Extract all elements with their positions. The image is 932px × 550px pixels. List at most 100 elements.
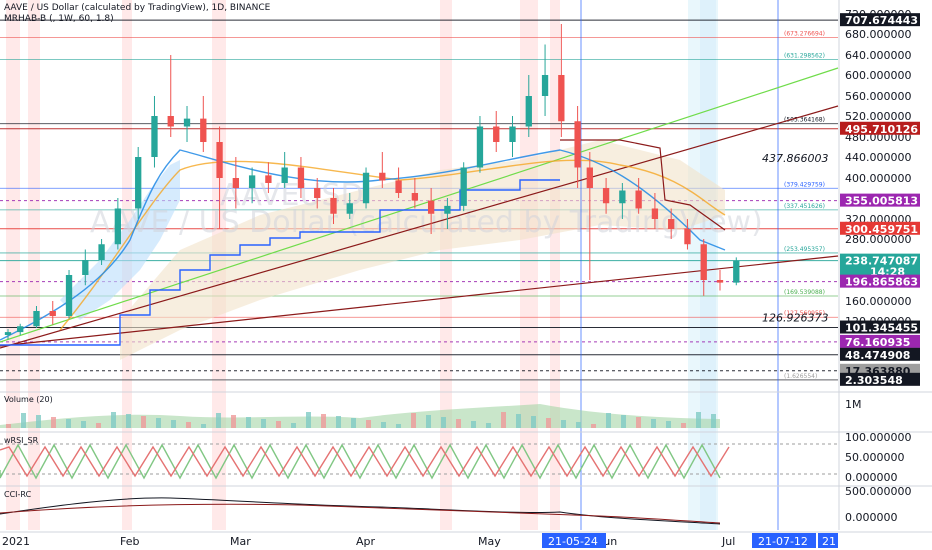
candle-body xyxy=(395,180,402,193)
price-tick-label: 440.000000 xyxy=(845,151,911,164)
volume-bar xyxy=(396,424,401,428)
price-tag xyxy=(840,121,920,135)
volume-bar xyxy=(111,412,116,428)
rsi-axis-label: 100.000000 xyxy=(845,431,911,444)
resistance-line xyxy=(560,139,726,231)
volume-bar xyxy=(126,414,131,428)
candle-body xyxy=(17,326,24,333)
volume-bar xyxy=(411,413,416,428)
candle-body xyxy=(700,244,707,280)
volume-bar xyxy=(276,421,281,428)
volume-bar xyxy=(501,412,506,428)
candle-body xyxy=(281,167,288,183)
annotation-label: 126.926373 xyxy=(762,312,828,325)
price-tag-label: 76.160935 xyxy=(845,336,910,349)
candle-body xyxy=(200,118,207,142)
month-label: May xyxy=(478,535,501,548)
rsi-pane[interactable]: wRSI_SR 100.000000 50.000000 0.000000 xyxy=(0,431,932,484)
candle-body xyxy=(98,244,105,260)
volume-bar xyxy=(426,415,431,428)
volume-bar xyxy=(36,415,41,428)
candle-body xyxy=(216,142,223,178)
year-label: 2021 xyxy=(2,535,30,548)
volume-pane[interactable]: Volume (20) 1M xyxy=(0,391,932,428)
volume-bar xyxy=(6,424,11,428)
volume-bar xyxy=(576,422,581,428)
candle-body xyxy=(574,121,581,168)
candle-body xyxy=(525,96,532,127)
price-candles[interactable] xyxy=(4,24,740,340)
price-tick-label: 680.000000 xyxy=(845,28,911,41)
volume-bar xyxy=(246,417,251,428)
candle-body xyxy=(427,200,435,214)
candle-body xyxy=(444,205,451,214)
volume-axis-label: 1M xyxy=(845,398,862,411)
cloud-band xyxy=(120,140,725,360)
cci-signal xyxy=(0,503,721,524)
cci-axis-label: 0.000000 xyxy=(845,511,898,524)
candle-body xyxy=(49,311,56,316)
volume-bar xyxy=(546,418,551,428)
candle-body xyxy=(232,178,240,188)
rsi-line-red xyxy=(0,445,730,478)
price-tag xyxy=(840,320,920,334)
watermark-description: AAVE / US Dollar (calculated by TradingV… xyxy=(90,205,763,240)
candle-body xyxy=(476,126,484,168)
price-tag xyxy=(840,253,920,278)
price-tag xyxy=(840,347,920,361)
rsi-label: wRSI_SR xyxy=(4,436,39,445)
candle-body xyxy=(330,198,337,214)
highlight-band xyxy=(28,0,40,530)
volume-bar xyxy=(681,423,686,428)
price-tick-label: 400.000000 xyxy=(845,172,911,185)
fib-label: (127.560955) xyxy=(784,310,825,317)
volume-bar xyxy=(186,422,191,428)
price-tag xyxy=(840,372,920,386)
candle-body xyxy=(265,175,272,183)
volume-bar xyxy=(141,416,146,428)
volume-bar xyxy=(306,412,311,428)
price-tag-label: 355.005813 xyxy=(845,195,918,208)
highlight-date-label: 21 xyxy=(822,535,836,548)
annotations: 437.866003 126.926373 xyxy=(762,152,828,324)
price-tags: 707.674443 495.710126 355.005813 300.459751… xyxy=(840,13,920,387)
highlight-date-label: 21-05-24 xyxy=(548,535,598,548)
volume-bar xyxy=(606,413,611,428)
price-tag xyxy=(840,221,920,235)
cci-pane[interactable]: CCI-RC 500.000000 0.000000 xyxy=(0,485,932,525)
highlight-band xyxy=(700,0,716,530)
price-pane[interactable]: (673.276694) (631.298562) (505.364168) (379… xyxy=(0,0,839,530)
candle-body xyxy=(362,172,370,204)
price-tick-label: 160.000000 xyxy=(845,295,911,308)
candle-body xyxy=(183,118,191,127)
volume-bar xyxy=(261,419,266,428)
volume-bar xyxy=(366,420,371,428)
candle-body xyxy=(82,260,89,275)
price-tag xyxy=(840,193,920,207)
volume-bar xyxy=(651,419,656,428)
rsi-axis-label: 50.000000 xyxy=(845,451,905,464)
candle-body xyxy=(651,208,659,219)
annotation-label: 437.866003 xyxy=(762,152,828,165)
stepline xyxy=(0,179,560,346)
cci-line xyxy=(0,497,721,525)
candle-body xyxy=(167,116,174,127)
price-tag-label: 707.674443 xyxy=(845,14,918,27)
volume-bar xyxy=(351,418,356,428)
highlight-date-label: 21-07-12 xyxy=(758,535,808,548)
volume-bar xyxy=(336,416,341,428)
price-tag-label: 101.345455 xyxy=(845,322,918,335)
rsi-line-green xyxy=(0,443,721,480)
volume-area xyxy=(0,404,720,428)
fib-label: (337.451626) xyxy=(784,203,825,210)
candle-body xyxy=(346,203,353,214)
trendline-red-upper xyxy=(0,105,839,349)
fib-label: (253.495357) xyxy=(784,246,825,253)
ema-blue xyxy=(0,149,726,341)
candle-body xyxy=(684,229,691,245)
volume-bar xyxy=(486,423,491,428)
watermark-symbol: AAVEUSD xyxy=(220,178,364,213)
month-label: Mar xyxy=(230,535,251,548)
